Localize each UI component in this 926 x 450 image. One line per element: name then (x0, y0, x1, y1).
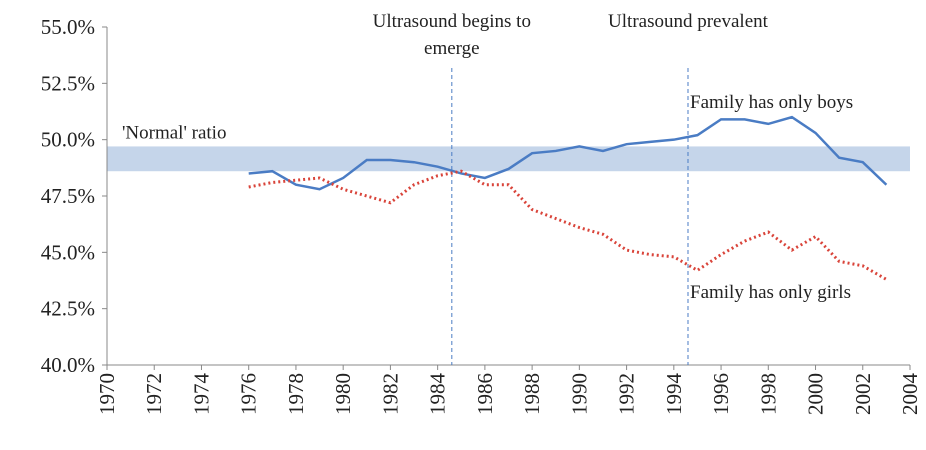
x-tick-label: 1994 (662, 373, 686, 416)
y-tick-label: 40.0% (41, 353, 95, 377)
series-label: Family has only girls (690, 282, 851, 303)
normal-band (107, 146, 910, 172)
x-tick-label: 1988 (520, 373, 544, 415)
x-tick-label: 1976 (237, 373, 261, 415)
x-tick-label: 2000 (804, 373, 828, 415)
y-tick-label: 42.5% (41, 297, 95, 321)
x-tick-label: 1980 (331, 373, 355, 415)
x-tick-label: 1992 (615, 373, 639, 415)
x-tick-label: 1998 (756, 373, 780, 415)
x-tick-label: 2002 (851, 373, 875, 415)
y-tick-label: 47.5% (41, 184, 95, 208)
x-tick-label: 1982 (378, 373, 402, 415)
x-tick-label: 1974 (189, 373, 213, 416)
x-tick-label: 1972 (142, 373, 166, 415)
x-tick-label: 1970 (95, 373, 119, 415)
x-tick-label: 1984 (426, 373, 450, 416)
event-label: Ultrasound begins to (373, 11, 531, 32)
y-tick-label: 50.0% (41, 128, 95, 152)
series-line (248, 169, 888, 281)
y-tick-label: 52.5% (41, 71, 95, 95)
x-tick-label: 1978 (284, 373, 308, 415)
y-tick-label: 55.0% (41, 15, 95, 39)
x-tick-label: 2004 (898, 373, 922, 416)
event-label: Ultrasound prevalent (608, 11, 769, 32)
band-label: 'Normal' ratio (122, 122, 226, 143)
x-tick-label: 1990 (567, 373, 591, 415)
y-tick-label: 45.0% (41, 240, 95, 264)
x-tick-label: 1986 (473, 373, 497, 415)
series-line (248, 115, 888, 191)
series-label: Family has only boys (690, 92, 853, 113)
event-label: emerge (424, 38, 480, 59)
x-tick-label: 1996 (709, 373, 733, 415)
